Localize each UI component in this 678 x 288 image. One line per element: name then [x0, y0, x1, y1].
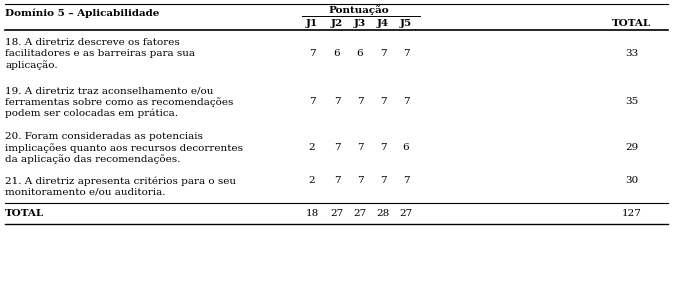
- Text: 27: 27: [330, 209, 344, 218]
- Text: 7: 7: [357, 143, 363, 153]
- Text: 6: 6: [334, 50, 340, 58]
- Text: 18: 18: [305, 209, 319, 218]
- Text: podem ser colocadas em prática.: podem ser colocadas em prática.: [5, 109, 178, 118]
- Text: TOTAL: TOTAL: [612, 18, 652, 27]
- Text: Domínio 5 – Aplicabilidade: Domínio 5 – Aplicabilidade: [5, 8, 159, 18]
- Text: 2: 2: [308, 143, 315, 153]
- Text: J1: J1: [306, 18, 318, 27]
- Text: 7: 7: [357, 176, 363, 185]
- Text: Pontuação: Pontuação: [329, 5, 389, 15]
- Text: implicações quanto aos recursos decorrentes: implicações quanto aos recursos decorren…: [5, 143, 243, 153]
- Text: J3: J3: [354, 18, 366, 27]
- Text: J5: J5: [400, 18, 412, 27]
- Text: 7: 7: [380, 50, 386, 58]
- Text: 7: 7: [380, 143, 386, 153]
- Text: 7: 7: [334, 98, 340, 107]
- Text: ferramentas sobre como as recomendações: ferramentas sobre como as recomendações: [5, 97, 233, 107]
- Text: 19. A diretriz traz aconselhamento e/ou: 19. A diretriz traz aconselhamento e/ou: [5, 86, 214, 95]
- Text: 33: 33: [625, 50, 639, 58]
- Text: 6: 6: [403, 143, 410, 153]
- Text: 27: 27: [399, 209, 413, 218]
- Text: 7: 7: [380, 98, 386, 107]
- Text: J2: J2: [331, 18, 343, 27]
- Text: TOTAL: TOTAL: [5, 209, 44, 218]
- Text: J4: J4: [377, 18, 389, 27]
- Text: 7: 7: [380, 176, 386, 185]
- Text: 7: 7: [334, 143, 340, 153]
- Text: facilitadores e as barreiras para sua: facilitadores e as barreiras para sua: [5, 50, 195, 58]
- Text: 29: 29: [625, 143, 639, 153]
- Text: 7: 7: [403, 50, 410, 58]
- Text: 7: 7: [308, 50, 315, 58]
- Text: da aplicação das recomendações.: da aplicação das recomendações.: [5, 155, 180, 164]
- Text: 20. Foram consideradas as potenciais: 20. Foram consideradas as potenciais: [5, 132, 203, 141]
- Text: 28: 28: [376, 209, 390, 218]
- Text: 7: 7: [357, 98, 363, 107]
- Text: 6: 6: [357, 50, 363, 58]
- Text: aplicação.: aplicação.: [5, 60, 58, 70]
- Text: 7: 7: [403, 176, 410, 185]
- Text: 127: 127: [622, 209, 642, 218]
- Text: 2: 2: [308, 176, 315, 185]
- Text: 7: 7: [403, 98, 410, 107]
- Text: 30: 30: [625, 176, 639, 185]
- Text: 18. A diretriz descreve os fatores: 18. A diretriz descreve os fatores: [5, 38, 180, 47]
- Text: 7: 7: [308, 98, 315, 107]
- Text: 27: 27: [353, 209, 367, 218]
- Text: monitoramento e/ou auditoria.: monitoramento e/ou auditoria.: [5, 188, 165, 197]
- Text: 7: 7: [334, 176, 340, 185]
- Text: 35: 35: [625, 98, 639, 107]
- Text: 21. A diretriz apresenta critérios para o seu: 21. A diretriz apresenta critérios para …: [5, 176, 236, 185]
